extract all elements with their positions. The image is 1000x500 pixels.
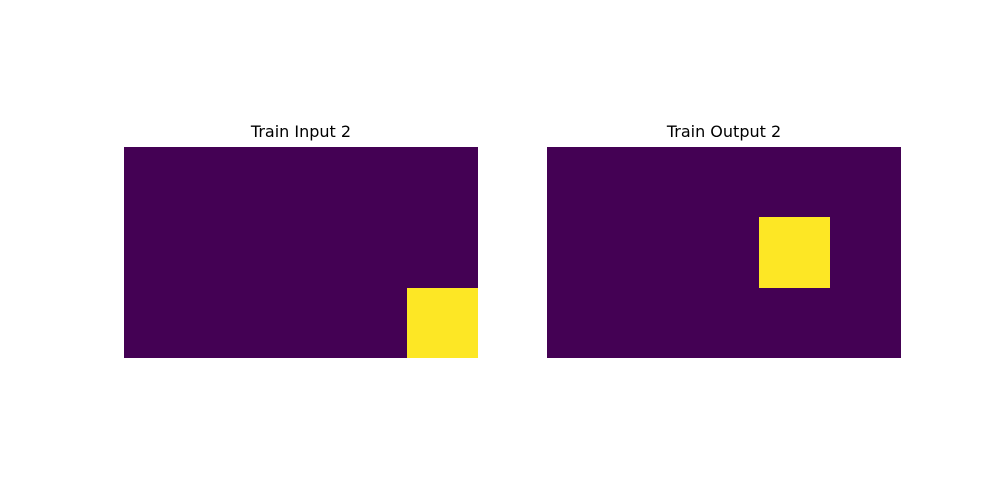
- grid-cell-r1-c2: [689, 217, 759, 288]
- grid-cell-r1-c3: [759, 217, 830, 288]
- grid-cell-r1-c2: [266, 217, 336, 288]
- train-output-panel: Train Output 2: [547, 120, 901, 358]
- grid-cell-r0-c1: [618, 147, 689, 217]
- grid-cell-r0-c3: [336, 147, 407, 217]
- grid-cell-r2-c3: [759, 288, 830, 358]
- grid-cell-r1-c0: [547, 217, 618, 288]
- train-input-panel: Train Input 2: [124, 120, 478, 358]
- grid-cell-r0-c0: [124, 147, 195, 217]
- train-output-title: Train Output 2: [666, 122, 782, 141]
- grid-cell-r0-c4: [407, 147, 478, 217]
- grid-cell-r1-c4: [407, 217, 478, 288]
- grid-cell-r1-c4: [830, 217, 901, 288]
- grid-cell-r2-c4: [830, 288, 901, 358]
- grid-cell-r2-c1: [195, 288, 266, 358]
- grid-cell-r0-c1: [195, 147, 266, 217]
- grid-cell-r0-c4: [830, 147, 901, 217]
- grid-cell-r2-c0: [124, 288, 195, 358]
- grid-cell-r1-c1: [618, 217, 689, 288]
- grid-cell-r2-c1: [618, 288, 689, 358]
- grid-cell-r1-c1: [195, 217, 266, 288]
- grid-cell-r2-c2: [266, 288, 336, 358]
- grid-cell-r2-c4: [407, 288, 478, 358]
- grid-cell-r0-c3: [759, 147, 830, 217]
- train-input-grid: [124, 147, 478, 358]
- grid-cell-r2-c3: [336, 288, 407, 358]
- grid-cell-r1-c0: [124, 217, 195, 288]
- grid-cell-r0-c0: [547, 147, 618, 217]
- grid-cell-r2-c2: [689, 288, 759, 358]
- train-output-grid: [547, 147, 901, 358]
- grid-cell-r1-c3: [336, 217, 407, 288]
- train-input-title: Train Input 2: [250, 122, 352, 141]
- grid-cell-r0-c2: [266, 147, 336, 217]
- grid-cell-r0-c2: [689, 147, 759, 217]
- grid-cell-r2-c0: [547, 288, 618, 358]
